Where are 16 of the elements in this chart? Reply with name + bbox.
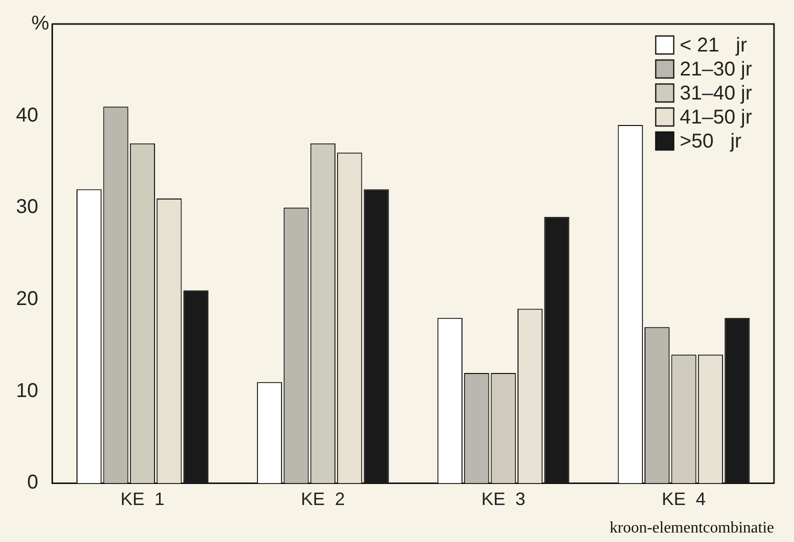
x-tick-label: KE 4: [662, 488, 706, 509]
legend-label: 41–50 jr: [680, 106, 752, 129]
x-tick-label: KE 3: [481, 488, 526, 509]
y-tick-label: 40: [16, 104, 38, 126]
y-axis-title: %: [31, 12, 50, 35]
legend-label: < 21 jr: [680, 34, 748, 57]
x-axis-title: kroon-elementcombinatie: [610, 520, 774, 537]
y-tick-label: 20: [16, 288, 38, 310]
x-tick-label: KE 1: [120, 488, 164, 509]
y-tick-label: 30: [16, 196, 38, 218]
y-tick-label: 10: [16, 380, 38, 402]
y-tick-label: 0: [27, 472, 38, 494]
legend-label: 21–30 jr: [680, 58, 752, 81]
x-tick-label: KE 2: [300, 488, 345, 509]
legend-label: >50 jr: [680, 130, 742, 153]
legend-label: 31–40 jr: [680, 82, 752, 105]
